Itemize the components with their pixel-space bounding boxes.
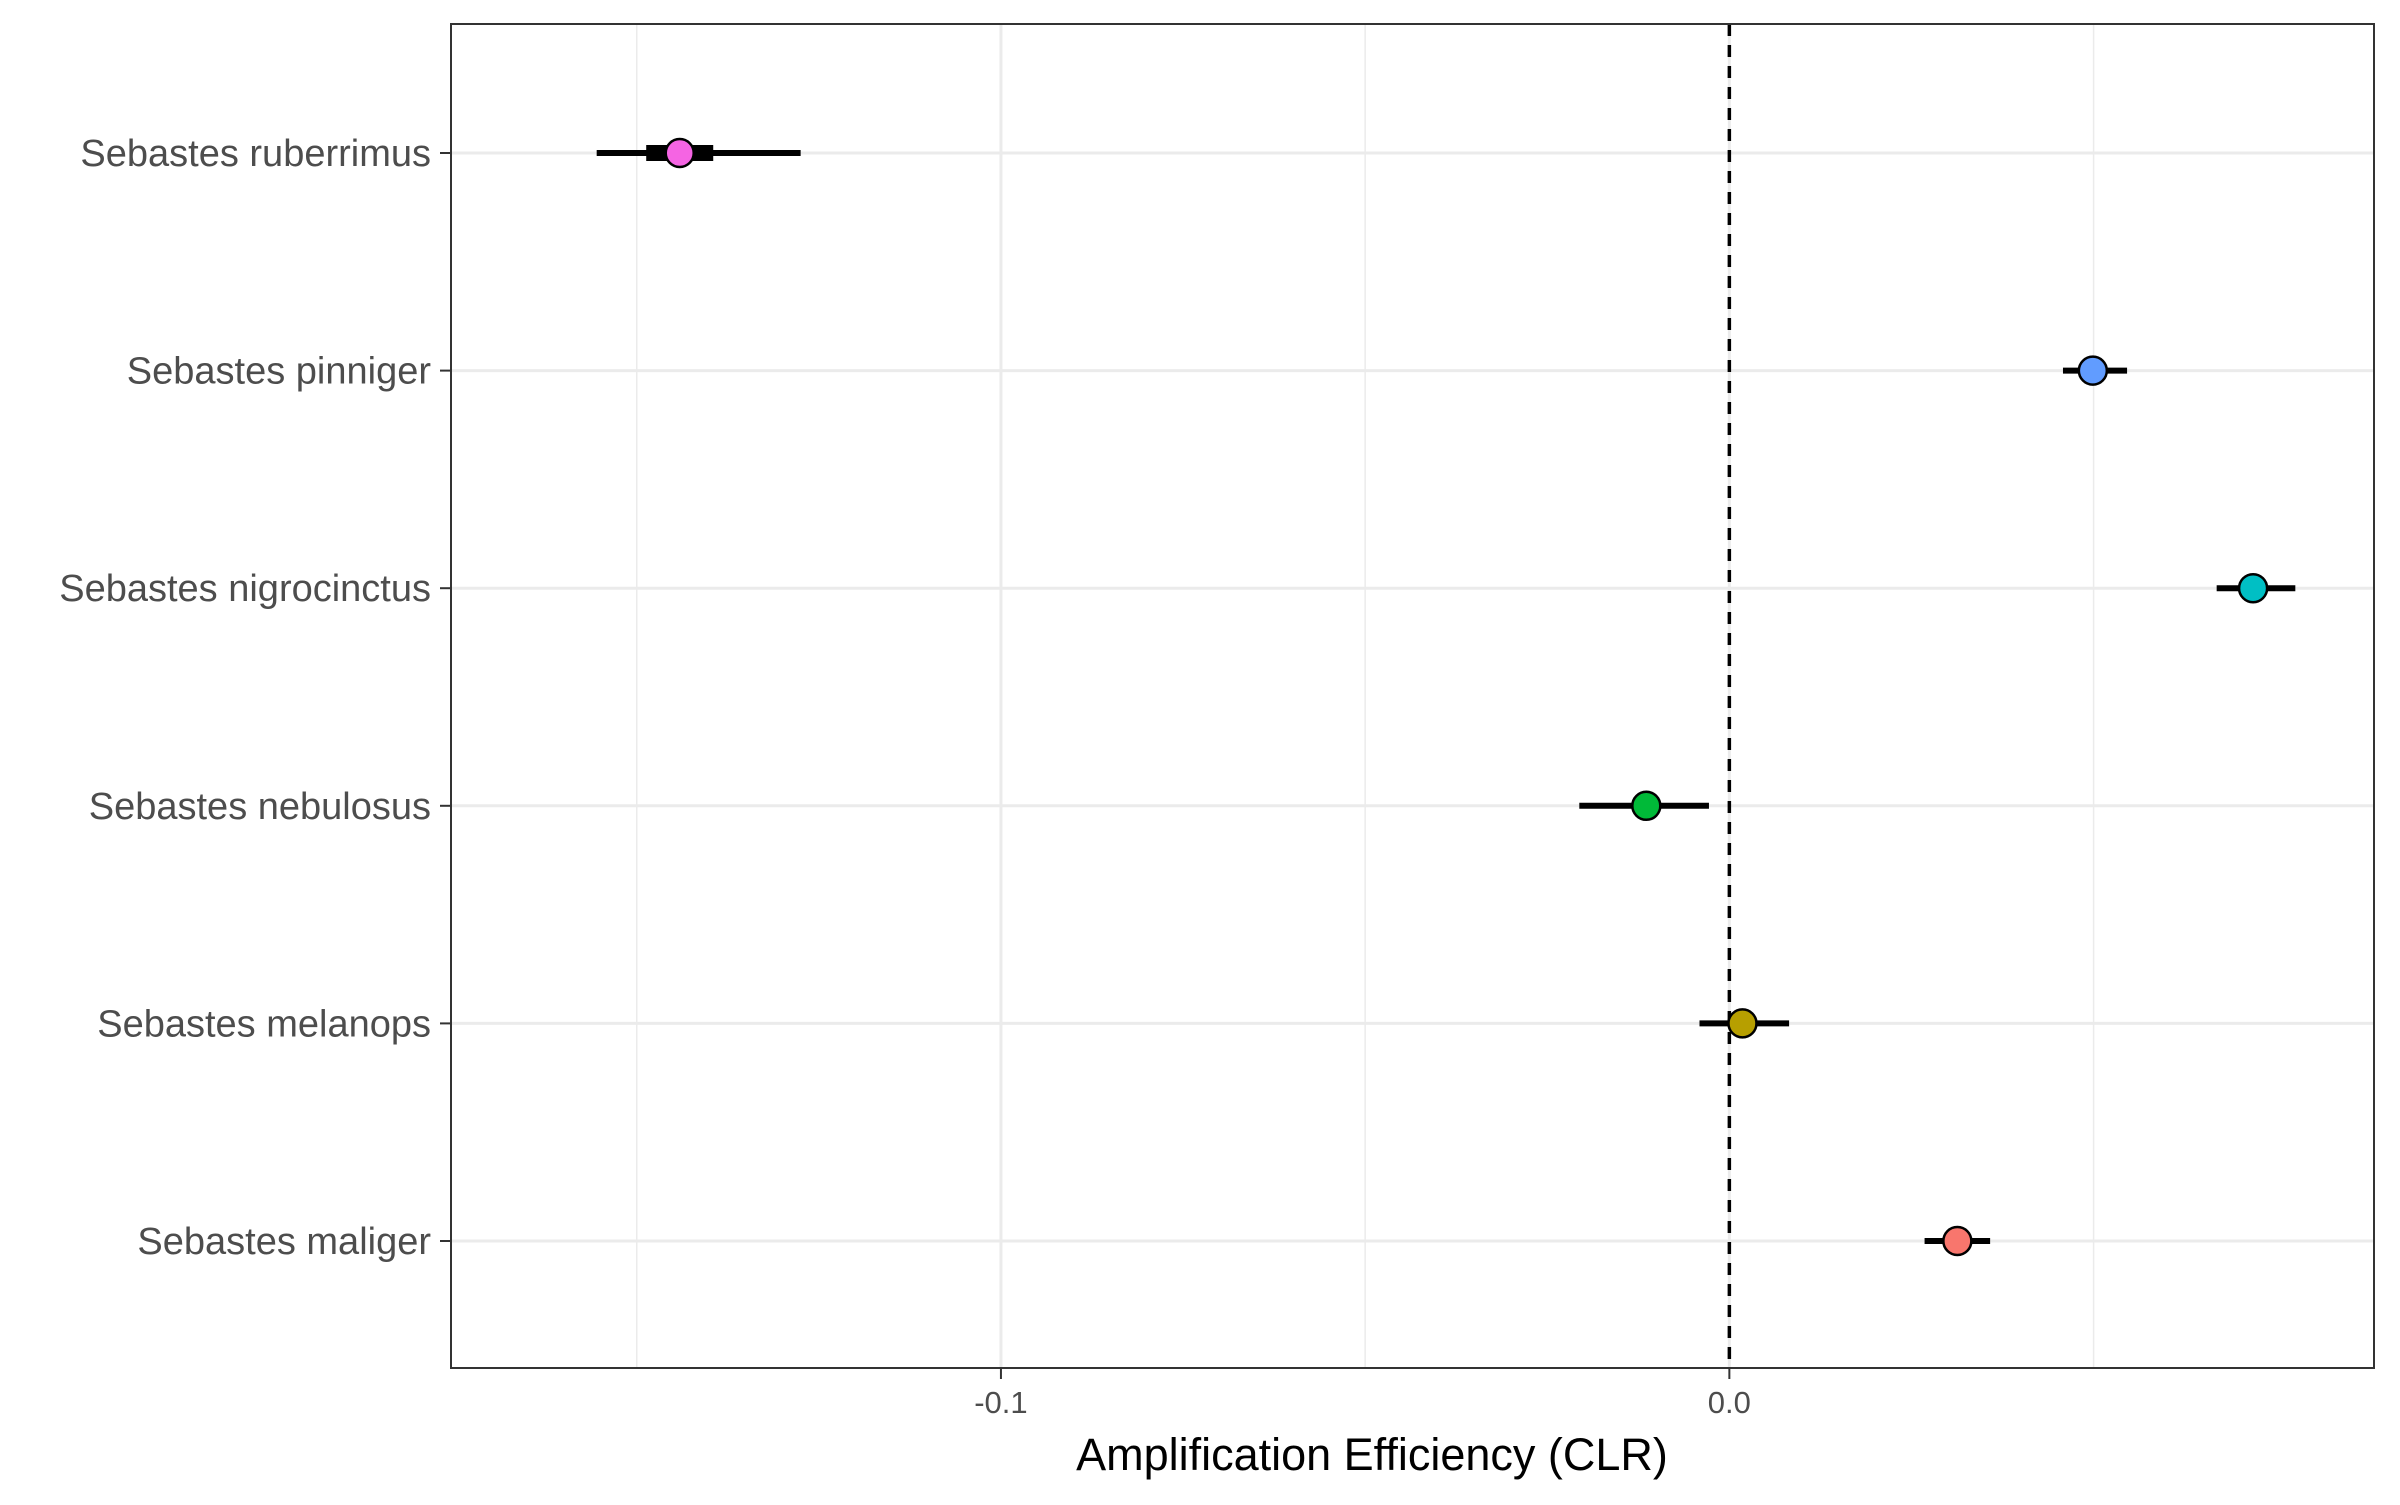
point-estimate <box>664 137 695 169</box>
point-estimate <box>1727 1008 1758 1039</box>
grid-layer <box>451 24 2374 1368</box>
plot-panel-border <box>450 23 2375 1369</box>
y-tick-label: Sebastes ruberrimus <box>80 133 431 175</box>
marks-layer <box>596 137 2296 1257</box>
x-tick-label: 0.0 <box>1708 1385 1751 1420</box>
y-tick-label: Sebastes melanops <box>97 1003 431 1045</box>
point-estimate <box>2237 572 2269 604</box>
point-estimate <box>2077 355 2109 386</box>
point-estimate <box>1942 1225 1973 1257</box>
point-estimate <box>1631 790 1662 822</box>
x-axis: -0.1 0.0 <box>974 1368 1751 1420</box>
y-tick-label: Sebastes nigrocinctus <box>59 568 431 610</box>
y-tick-label: Sebastes nebulosus <box>89 786 431 828</box>
y-axis: Sebastes ruberrimus Sebastes pinniger Seba… <box>59 133 451 1263</box>
y-tick-label: Sebastes pinniger <box>127 351 432 393</box>
y-tick-label: Sebastes maliger <box>137 1221 431 1263</box>
x-axis-title: Amplification Efficiency (CLR) <box>1076 1429 1668 1480</box>
x-tick-label: -0.1 <box>974 1385 1027 1420</box>
